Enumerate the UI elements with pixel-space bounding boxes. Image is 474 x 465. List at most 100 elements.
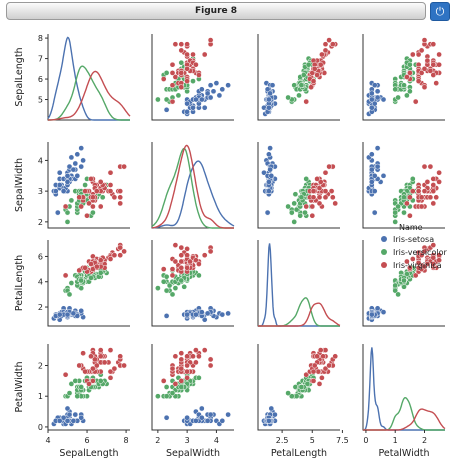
panel-axes bbox=[47, 34, 130, 121]
scatter-point bbox=[204, 310, 211, 317]
panel-PetalLength-vs-SepalLength: 2 4 6 PetalLength bbox=[14, 240, 130, 327]
scatter-point bbox=[319, 374, 325, 381]
scatter-point bbox=[421, 84, 428, 91]
scatter-point bbox=[155, 393, 161, 400]
scatter-point bbox=[178, 365, 185, 372]
scatter-point bbox=[193, 96, 199, 103]
scatter-point bbox=[76, 194, 83, 201]
scatter-point bbox=[97, 270, 104, 276]
scatter-point bbox=[285, 94, 291, 101]
scatter-point bbox=[401, 209, 407, 216]
scatter-point bbox=[117, 244, 124, 251]
x-tick-label: 4 bbox=[45, 436, 50, 445]
scatter-point bbox=[193, 311, 199, 318]
x-tick-label: 2 bbox=[155, 436, 160, 445]
panel-PetalLength-vs-SepalWidth bbox=[151, 240, 234, 327]
window-title: Figure 8 bbox=[194, 6, 238, 16]
y-axis-label: PetalWidth bbox=[14, 361, 25, 412]
scatter-point bbox=[404, 258, 410, 265]
scatter-point bbox=[329, 41, 336, 48]
scatter-point bbox=[160, 266, 167, 272]
scatter-point bbox=[117, 353, 124, 360]
scatter-point bbox=[418, 203, 425, 210]
scatter-point bbox=[436, 179, 442, 185]
scatter-point bbox=[409, 188, 416, 194]
scatter-point bbox=[64, 311, 71, 318]
legend-title: Name bbox=[399, 223, 423, 232]
y-tick-label: 3 bbox=[38, 187, 43, 196]
scatter-point bbox=[315, 368, 322, 375]
x-tick-label: 6 bbox=[85, 436, 90, 445]
scatter-point bbox=[207, 94, 214, 101]
scatter-point bbox=[392, 219, 399, 225]
scatter-point bbox=[412, 272, 419, 279]
scatter-point bbox=[225, 82, 231, 89]
scatter-point bbox=[88, 275, 94, 281]
scatter-point bbox=[196, 272, 202, 279]
scatter-point bbox=[433, 80, 440, 86]
scatter-point bbox=[82, 264, 88, 271]
scatter-point bbox=[304, 381, 311, 387]
scatter-point bbox=[88, 261, 94, 267]
scatter-point bbox=[207, 356, 214, 363]
scatter-point bbox=[90, 209, 96, 216]
scatter-point bbox=[90, 203, 96, 210]
scatter-point bbox=[409, 256, 416, 262]
scatter-point bbox=[430, 254, 437, 261]
scatter-point bbox=[316, 381, 323, 387]
scatter-point bbox=[178, 378, 185, 384]
scatter-point bbox=[90, 378, 96, 384]
scatter-point bbox=[269, 82, 276, 89]
y-axis-label: PetalLength bbox=[14, 255, 25, 311]
scatter-point bbox=[207, 362, 214, 369]
power-icon: ⏻ bbox=[435, 5, 445, 18]
panel-SepalLength-vs-SepalLength: 5 6 7 8 SepalLength bbox=[14, 34, 131, 121]
scatter-point bbox=[213, 80, 220, 86]
scatter-point bbox=[166, 282, 173, 289]
panel-axes bbox=[257, 34, 340, 121]
scatter-point bbox=[374, 145, 381, 151]
panel-PetalWidth-vs-SepalLength: 0 1 2 PetalWidth 4 6 8 SepalLength bbox=[14, 344, 130, 459]
x-axis-label: PetalWidth bbox=[378, 448, 429, 459]
scatter-point bbox=[310, 188, 317, 194]
scatter-point bbox=[169, 291, 176, 298]
scatter-point bbox=[409, 176, 416, 182]
scatter-point bbox=[395, 291, 401, 298]
scatter-point bbox=[368, 166, 375, 173]
scatter-point bbox=[70, 166, 77, 173]
scatter-point bbox=[70, 417, 77, 424]
scatter-point bbox=[415, 188, 422, 194]
scatter-point bbox=[322, 194, 329, 201]
scatter-point bbox=[78, 414, 85, 421]
scatter-point bbox=[374, 88, 381, 95]
scatter-point bbox=[97, 353, 104, 360]
scatter-point bbox=[78, 285, 85, 291]
scatter-point bbox=[418, 47, 425, 54]
scatter-point bbox=[368, 311, 375, 318]
scatter-point bbox=[163, 313, 170, 319]
scatter-point bbox=[436, 51, 442, 58]
scatter-point bbox=[198, 86, 205, 93]
kde-line-Iris-virginica bbox=[151, 144, 234, 229]
scatter-point bbox=[319, 51, 325, 58]
scatter-point bbox=[288, 393, 295, 400]
scatter-point bbox=[380, 172, 387, 179]
scatter-point bbox=[93, 362, 100, 369]
scatter-point bbox=[70, 310, 77, 317]
scatter-point bbox=[88, 176, 94, 182]
kde-line-Iris-versicolor bbox=[48, 65, 130, 121]
scatter-point bbox=[404, 271, 410, 277]
scatter-point bbox=[430, 176, 437, 182]
y-axis-label: SepalWidth bbox=[14, 158, 25, 212]
scatter-point bbox=[178, 59, 185, 66]
scatter-point bbox=[184, 108, 190, 115]
scatter-point bbox=[368, 151, 375, 158]
power-button[interactable]: ⏻ bbox=[430, 2, 450, 21]
kde-line-Iris-virginica bbox=[363, 408, 446, 431]
y-tick-label: 5 bbox=[38, 96, 43, 105]
scatter-point bbox=[427, 163, 434, 170]
scatter-point bbox=[107, 368, 114, 375]
scatter-point bbox=[430, 182, 437, 188]
y-tick-label: 2 bbox=[38, 218, 43, 227]
scatter-point bbox=[374, 305, 381, 312]
